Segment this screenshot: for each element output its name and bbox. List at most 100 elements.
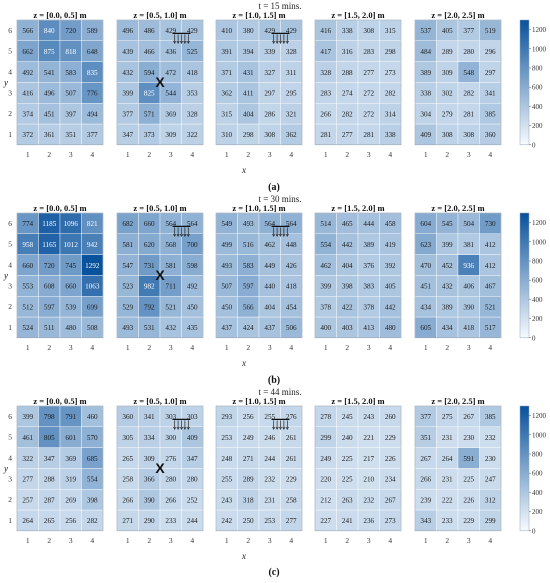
cell-value: 511: [44, 324, 55, 332]
cell-value: 264: [442, 455, 453, 463]
cell-value: 460: [87, 413, 98, 421]
cell-value: 514: [320, 220, 331, 228]
zone-label: z = [1.5, 2.0] m: [331, 396, 384, 406]
x-tick-label: 3: [367, 343, 371, 352]
cell-value: 798: [44, 413, 55, 421]
x-tick-label: 2: [47, 343, 51, 352]
cell-value: 936: [463, 262, 474, 270]
grid-frame: [116, 19, 204, 146]
cell-value: 835: [87, 69, 98, 77]
colorbar-tick-label: 0: [532, 527, 536, 535]
cell-value: 597: [243, 283, 254, 291]
cell-value: 258: [122, 476, 133, 484]
cell-value: 385: [485, 413, 496, 421]
x-tick-label: 2: [47, 150, 51, 159]
x-tick-label: 2: [147, 150, 151, 159]
cell-value: 373: [144, 131, 155, 139]
cell-value: 282: [87, 517, 98, 525]
cell-value: 308: [463, 131, 474, 139]
vent-icon: [271, 418, 290, 431]
cell-value: 496: [122, 27, 133, 35]
cell-value: 605: [420, 324, 431, 332]
cell-value: 390: [144, 496, 155, 504]
cell-value: 508: [87, 324, 98, 332]
grid-frame: [215, 405, 303, 532]
cell-value: 537: [420, 27, 431, 35]
cell-value: 432: [122, 69, 133, 77]
cell-value: 1185: [42, 220, 57, 228]
grid-frame: [314, 212, 402, 339]
cell-value: 256: [243, 413, 254, 421]
zone-label: z = [2.0, 2.5] m: [431, 10, 484, 20]
cell-value: 774: [22, 220, 33, 228]
cell-value: 242: [221, 517, 232, 525]
grid-frame: [16, 212, 104, 339]
cell-value: 1165: [42, 241, 57, 249]
x-tick-label: 4: [289, 150, 293, 159]
cell-value: 825: [144, 90, 155, 98]
cell-value: 231: [442, 434, 453, 442]
cell-value: 256: [65, 517, 76, 525]
cell-value: 276: [286, 413, 297, 421]
cell-value: 419: [385, 241, 396, 249]
cell-value: 275: [442, 413, 453, 421]
cell-value: 371: [221, 69, 232, 77]
cell-value: 465: [342, 220, 353, 228]
cell-value: 280: [463, 48, 474, 56]
cell-value: 389: [442, 303, 453, 311]
cell-value: 316: [342, 48, 353, 56]
cell-value: 328: [187, 110, 198, 118]
cell-value: 413: [363, 324, 374, 332]
cell-value: 431: [243, 69, 254, 77]
vent-icon: [172, 418, 191, 431]
cell-value: 309: [165, 131, 176, 139]
x-tick-label: 2: [445, 150, 449, 159]
cell-value: 304: [420, 110, 431, 118]
cell-value: 226: [463, 496, 474, 504]
cell-value: 519: [485, 27, 496, 35]
x-tick-label: 4: [190, 343, 194, 352]
cell-value: 397: [65, 110, 76, 118]
cell-value: 461: [22, 434, 33, 442]
cell-value: 451: [420, 283, 431, 291]
cell-value: 321: [286, 110, 297, 118]
cell-value: 260: [385, 413, 396, 421]
x-tick-label: 3: [69, 536, 73, 545]
y-tick-label: 4: [8, 261, 12, 270]
cell-value: 232: [485, 434, 496, 442]
cell-value: 544: [165, 90, 176, 98]
cell-value: 277: [22, 476, 33, 484]
cell-value: 958: [22, 241, 33, 249]
x-tick-label: 1: [26, 343, 30, 352]
cell-value: 296: [485, 48, 496, 56]
cell-value: 249: [320, 455, 331, 463]
cell-value: 553: [22, 283, 33, 291]
cell-value: 662: [22, 48, 33, 56]
cell-value: 620: [144, 241, 155, 249]
cell-value: 341: [144, 413, 155, 421]
cell-value: 547: [122, 262, 133, 270]
cell-value: 210: [363, 476, 374, 484]
cell-value: 720: [44, 262, 55, 270]
y-tick-label: 3: [8, 474, 12, 483]
cell-value: 378: [320, 303, 331, 311]
cell-value: 566: [243, 303, 254, 311]
vent-icon: [172, 32, 191, 45]
y-axis-label: y: [3, 77, 8, 87]
cell-value: 404: [264, 303, 275, 311]
zone-label: z = [2.0, 2.5] m: [431, 396, 484, 406]
cell-value: 523: [122, 283, 133, 291]
cell-value: 377: [122, 110, 133, 118]
cell-value: 378: [363, 303, 374, 311]
cell-value: 412: [485, 241, 496, 249]
grid-frame: [116, 405, 204, 532]
cell-value: 347: [122, 131, 133, 139]
cell-value: 493: [221, 262, 232, 270]
cell-value: 327: [264, 69, 275, 77]
cell-value: 399: [22, 413, 33, 421]
